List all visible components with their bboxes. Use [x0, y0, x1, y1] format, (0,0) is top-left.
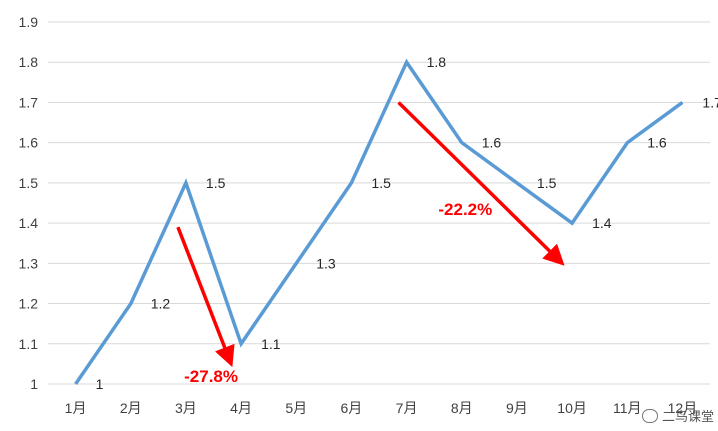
y-tick-label: 1.4 — [19, 215, 39, 231]
y-tick-label: 1.7 — [19, 94, 39, 110]
data-label: 1.5 — [371, 175, 391, 191]
drop-annotation: -22.2% — [438, 200, 492, 219]
data-label: 1.8 — [427, 54, 447, 70]
drop-arrow — [176, 226, 235, 368]
data-label: 1.6 — [647, 135, 667, 151]
watermark-text: 二鸟课堂 — [661, 409, 714, 424]
y-tick-label: 1.8 — [19, 54, 39, 70]
data-label: 1.6 — [482, 135, 502, 151]
series-line — [74, 58, 684, 385]
x-tick-label: 8月 — [451, 400, 473, 416]
y-tick-label: 1.2 — [19, 296, 39, 312]
data-label: 1 — [96, 376, 104, 392]
x-tick-label: 6月 — [341, 400, 363, 416]
x-tick-label: 3月 — [175, 400, 197, 416]
watermark: 二鸟课堂 — [641, 406, 714, 425]
data-label: 1.3 — [316, 255, 336, 271]
x-tick-label: 10月 — [557, 400, 587, 416]
data-label: 1.2 — [151, 296, 171, 312]
data-label: 1.5 — [537, 175, 557, 191]
data-label: 1.5 — [206, 175, 226, 191]
y-tick-label: 1 — [30, 376, 38, 392]
x-tick-label: 9月 — [506, 400, 528, 416]
x-tick-label: 1月 — [65, 400, 87, 416]
data-label: 1.1 — [261, 336, 281, 352]
x-tick-label: 2月 — [120, 400, 142, 416]
x-tick-label: 7月 — [396, 400, 418, 416]
x-tick-label: 12月 — [668, 400, 698, 416]
x-tick-label: 11月 — [613, 400, 642, 416]
data-label: 1.4 — [592, 215, 612, 231]
y-tick-label: 1.3 — [19, 255, 39, 271]
y-tick-label: 1.6 — [19, 135, 39, 151]
data-label: 1.7 — [702, 94, 718, 110]
drop-arrow — [397, 101, 565, 266]
x-tick-label: 5月 — [285, 400, 307, 416]
y-tick-label: 1.5 — [19, 175, 39, 191]
drop-annotation: -27.8% — [184, 367, 238, 386]
x-tick-label: 4月 — [230, 400, 252, 416]
y-tick-label: 1.1 — [19, 336, 39, 352]
y-tick-label: 1.9 — [19, 14, 39, 30]
wechat-icon — [641, 408, 658, 423]
